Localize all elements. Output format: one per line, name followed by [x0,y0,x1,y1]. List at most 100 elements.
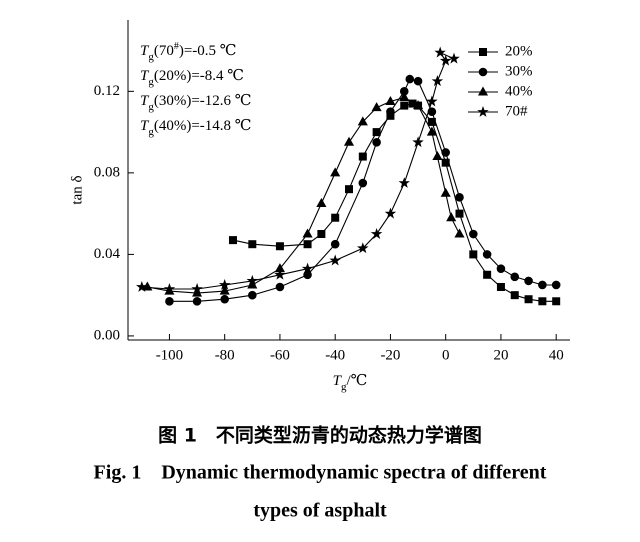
x-tick-label: 20 [493,347,508,363]
marker [455,193,464,202]
y-tick-label: 0.00 [94,327,120,343]
marker [372,137,381,147]
label-part: (70 [154,43,174,59]
marker [448,52,460,64]
marker [384,207,397,219]
marker [303,240,312,249]
marker [385,96,396,106]
x-tick-label: -60 [270,347,290,363]
label-part: T [140,68,150,84]
label-part: g [148,101,154,113]
y-tick-label: 0.04 [94,246,121,262]
marker [426,95,438,107]
marker [399,91,410,101]
marker [510,272,520,282]
marker [510,291,519,300]
label-part: (30%)=-12.6 ℃ [154,93,252,109]
label-part: T [140,118,150,134]
series-line [141,51,455,290]
marker [248,290,257,300]
marker [405,74,415,84]
x-tick-label: -20 [380,347,400,363]
marker [301,262,314,274]
marker [434,46,446,58]
marker [477,106,489,117]
y-tick-label: 0.08 [94,164,120,180]
marker [274,268,286,280]
marker [372,128,381,137]
marker [330,167,341,177]
caption-en: types of asphalt [253,500,387,522]
marker [524,276,533,286]
caption-en: Fig. 1 Dynamic thermodynamic spectra of … [94,462,547,484]
x-tick-label: -100 [156,347,184,363]
annotation: Tg(40%)=-14.8 ℃ [140,118,252,137]
marker [275,282,285,292]
marker [432,151,443,161]
marker [477,86,489,96]
legend-label: 70# [505,103,528,119]
y-tick-label: 0.12 [94,83,120,99]
marker [386,107,395,117]
marker [398,177,410,188]
marker [246,274,259,286]
label-part: g [148,51,154,63]
x-tick-label: -80 [215,347,235,363]
marker [538,280,547,290]
marker [136,280,148,292]
legend-label: 20% [505,43,533,59]
marker [343,136,355,146]
x-tick-label: 40 [549,347,564,363]
marker [454,228,465,238]
marker [220,294,229,304]
marker [358,152,367,161]
marker [191,282,203,294]
marker [345,185,353,194]
marker [441,148,450,157]
marker [228,236,237,245]
marker [371,102,382,112]
marker [370,227,383,239]
marker [316,197,327,207]
marker [483,270,492,279]
marker [469,229,478,239]
marker [413,76,423,86]
marker [496,283,505,292]
marker [192,296,202,306]
marker [317,230,326,239]
marker [496,264,506,273]
legend-label: 40% [505,83,533,99]
label-part: g [341,381,347,393]
series-line [147,96,460,294]
marker [275,242,284,251]
marker [413,100,424,110]
marker [165,296,174,306]
caption-zh: 图 1 不同类型沥青的动态热力学谱图 [158,424,482,447]
label-part: # [174,41,179,52]
marker [330,239,340,249]
marker [524,295,533,304]
label-part: T [140,93,150,109]
marker [426,126,437,136]
x-axis-label: Tg/℃ [333,373,368,392]
label-part: T [333,373,343,389]
marker [302,228,313,238]
marker [412,136,424,148]
marker [478,67,488,77]
marker [455,209,464,218]
marker [446,212,457,222]
marker [440,187,451,197]
marker [551,280,561,290]
marker [329,254,341,266]
marker [248,240,257,249]
marker [357,242,369,254]
marker [479,48,487,56]
marker [219,285,230,295]
annotation: Tg(30%)=-12.6 ℃ [140,93,252,112]
label-part: g [148,76,154,88]
label-part: (40%)=-14.8 ℃ [154,118,252,134]
marker [358,178,368,188]
annotation: Tg(20%)=-8.4 ℃ [140,68,244,87]
marker [400,101,409,110]
